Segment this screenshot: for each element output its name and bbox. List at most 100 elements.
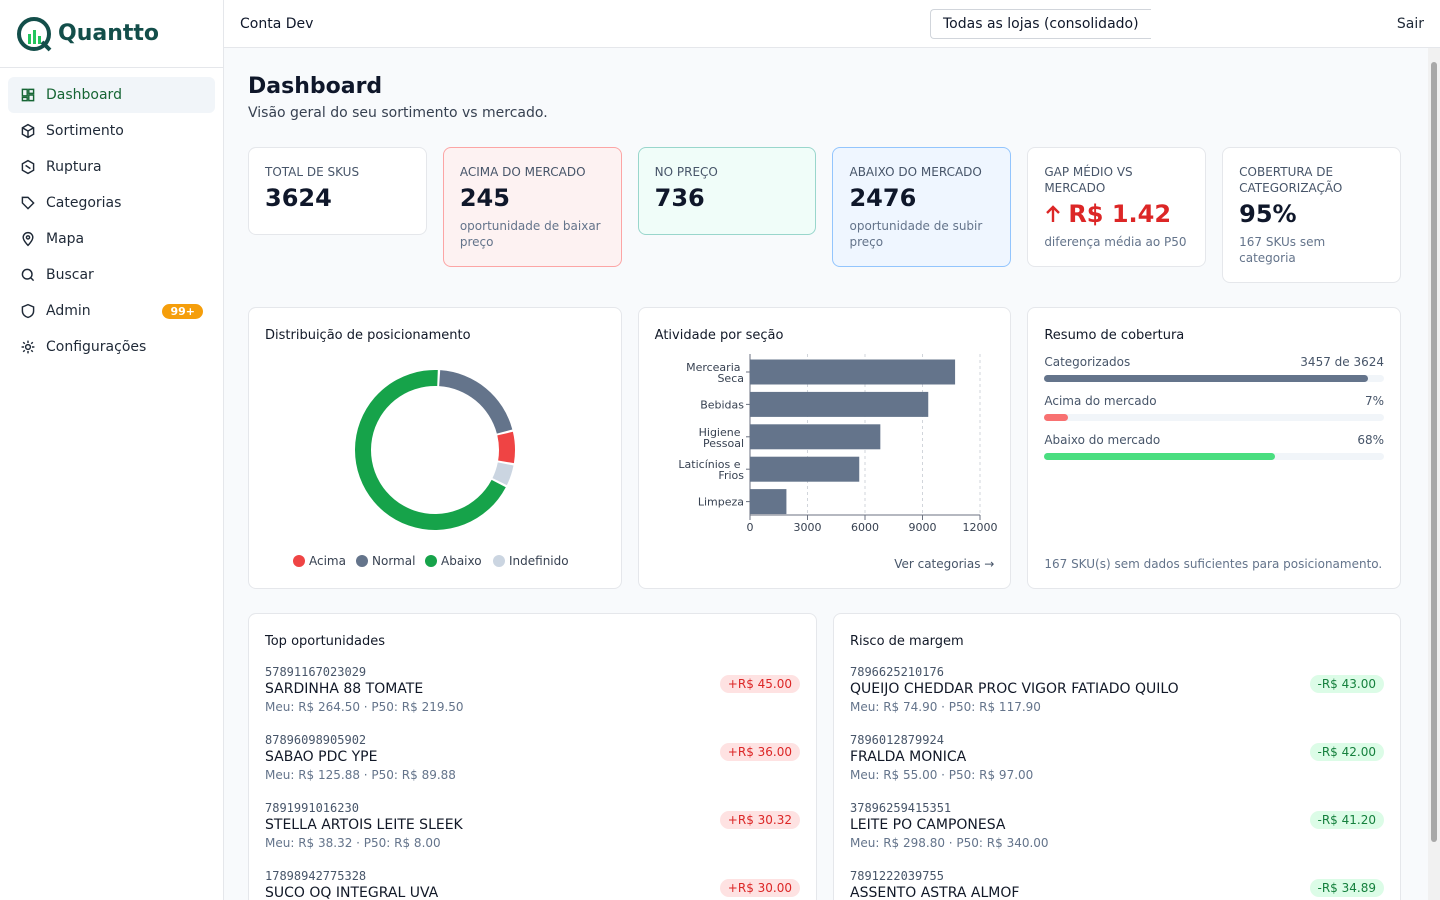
x-tick-label: 6000 bbox=[851, 521, 879, 534]
coverage-track bbox=[1044, 414, 1385, 421]
kpi-card: ACIMA DO MERCADO 245 oportunidade de baixa… bbox=[442, 147, 622, 267]
coverage-head: Abaixo do mercado 68% bbox=[1044, 433, 1384, 447]
y-tick-label: Higiene Pessoal bbox=[698, 426, 743, 450]
legend-swatch bbox=[493, 555, 505, 567]
kpi-number: 736 bbox=[654, 184, 705, 212]
y-tick-label: Laticínios e Frios bbox=[678, 458, 744, 482]
delta-badge: +R$ 36.00 bbox=[719, 743, 800, 761]
kpis: TOTAL DE SKUS 3624 ACIMA DO MERCADO 245 opor… bbox=[248, 147, 1401, 283]
link[interactable]: Ver categorias → bbox=[894, 557, 995, 571]
x-tick-label: 12000 bbox=[962, 521, 997, 534]
nav-label: Ruptura bbox=[46, 159, 102, 175]
coverage-row: Acima do mercado 7% bbox=[1044, 394, 1385, 421]
kpi-value: 2476 bbox=[849, 184, 994, 212]
kpi-note: oportunidade de subir preço bbox=[849, 219, 983, 249]
kpi-number: 95% bbox=[1239, 200, 1297, 228]
nav-badge: 99+ bbox=[162, 303, 203, 319]
kpi-number: 245 bbox=[459, 184, 510, 212]
coverage-label: Categorizados bbox=[1044, 355, 1131, 369]
nav-item[interactable]: Mapa bbox=[8, 221, 215, 257]
nav-item[interactable]: Dashboard bbox=[8, 77, 215, 113]
nav-label: Dashboard bbox=[46, 87, 122, 103]
list-item[interactable]: 57891167023029 SARDINHA 88 TOMATE Meu: R$ … bbox=[265, 665, 800, 717]
charts-row: Distribuição de posicionamento Acima Norm… bbox=[248, 307, 1402, 589]
kpi-label: TOTAL DE SKUS bbox=[265, 165, 360, 179]
coverage-track bbox=[1044, 453, 1385, 460]
nav-label: Configurações bbox=[46, 339, 147, 355]
kpi-note: 167 SKUs sem categoria bbox=[1239, 235, 1326, 265]
page-title: Dashboard bbox=[248, 74, 383, 99]
delta-badge: -R$ 42.00 bbox=[1309, 743, 1384, 761]
nav-icon bbox=[21, 196, 35, 210]
nav-label: Sortimento bbox=[46, 123, 124, 139]
topbar: Conta Dev Todas as lojas (consolidado) S… bbox=[224, 0, 1440, 48]
nav-icon bbox=[21, 88, 35, 102]
x-tick-label: 9000 bbox=[908, 521, 936, 534]
sku-name: SARDINHA 88 TOMATE bbox=[265, 681, 424, 697]
store-select[interactable]: Todas as lojas (consolidado) bbox=[930, 9, 1151, 39]
delta-badge: -R$ 43.00 bbox=[1309, 675, 1384, 693]
sku-name: ASSENTO ASTRA ALMOF bbox=[850, 885, 1020, 900]
coverage-head: Acima do mercado 7% bbox=[1044, 394, 1384, 408]
list-item[interactable]: 7891991016230 STELLA ARTOIS LEITE SLEEK Me… bbox=[265, 801, 800, 853]
kpi-note: oportunidade de baixar preço bbox=[459, 219, 601, 249]
coverage-label: Abaixo do mercado bbox=[1044, 433, 1161, 447]
coverage-value: 7% bbox=[1364, 394, 1385, 408]
brand: Quantto bbox=[58, 21, 160, 46]
scroll-thumb[interactable] bbox=[1431, 62, 1437, 842]
nav-item[interactable]: Sortimento bbox=[8, 113, 215, 149]
coverage-row: Categorizados 3457 de 3624 bbox=[1044, 355, 1385, 382]
coverage-label: Acima do mercado bbox=[1044, 394, 1157, 408]
list-item[interactable]: 87896098905902 SABAO PDC YPE Meu: R$ 125.8… bbox=[265, 733, 800, 785]
sidebar: Quantto Dashboard Sortimento Ruptura Catego… bbox=[0, 0, 224, 900]
list-item[interactable]: 37896259415351 LEITE PO CAMPONESA Meu: R$ … bbox=[850, 801, 1384, 853]
coverage-head: Categorizados 3457 de 3624 bbox=[1044, 355, 1384, 369]
sku-name: SUCO OQ INTEGRAL UVA bbox=[265, 885, 439, 900]
x-tick-label: 3000 bbox=[793, 521, 821, 534]
icon-path bbox=[21, 88, 35, 102]
sku-code: 7891991016230 bbox=[265, 801, 359, 815]
account: Conta Dev bbox=[240, 15, 314, 32]
nav-item[interactable]: Ruptura bbox=[8, 149, 215, 185]
kpi-value: 3624 bbox=[265, 184, 410, 212]
nav-item[interactable]: Configurações bbox=[8, 329, 215, 365]
list-item[interactable]: 17898942775328 SUCO OQ INTEGRAL UVA +R$ 30… bbox=[265, 869, 800, 900]
coverage-note: 167 SKU(s) sem dados suficientes para po… bbox=[1044, 557, 1383, 571]
sku-code: 17898942775328 bbox=[265, 869, 367, 883]
nav-icon bbox=[21, 123, 35, 139]
logout[interactable]: Sair bbox=[1396, 15, 1424, 32]
list-card: Top oportunidades 57891167023029 SARDINHA … bbox=[248, 613, 817, 900]
list-item[interactable]: 7891222039755 ASSENTO ASTRA ALMOF -R$ 34.8… bbox=[850, 869, 1384, 900]
list-item[interactable]: 7896625210176 QUEIJO CHEDDAR PROC VIGOR F… bbox=[850, 665, 1384, 717]
kpi-card: ABAIXO DO MERCADO 2476 oportunidade de sub… bbox=[832, 147, 1012, 267]
kpi-card: TOTAL DE SKUS 3624 bbox=[248, 147, 427, 235]
sku-code: 7896012879924 bbox=[850, 733, 944, 747]
coverage-track bbox=[1044, 375, 1385, 382]
sku-meta: Meu: R$ 264.50 · P50: R$ 219.50 bbox=[265, 700, 464, 714]
sku-code: 7891222039755 bbox=[850, 869, 944, 883]
delta-badge: -R$ 41.20 bbox=[1309, 811, 1384, 829]
legend-swatch bbox=[356, 555, 368, 567]
nav-label: Admin bbox=[46, 303, 91, 319]
sku-name: LEITE PO CAMPONESA bbox=[850, 817, 1006, 833]
sku-code: 7896625210176 bbox=[850, 665, 944, 679]
arrow-up bbox=[1046, 205, 1061, 222]
nav-item[interactable]: Buscar bbox=[8, 257, 215, 293]
nav-icon bbox=[21, 303, 35, 319]
list-item[interactable]: 7896012879924 FRALDA MONICA Meu: R$ 55.00 … bbox=[850, 733, 1384, 785]
nav-icon bbox=[21, 159, 35, 175]
logo[interactable]: Quantto bbox=[0, 0, 223, 68]
delta-badge: +R$ 45.00 bbox=[719, 675, 800, 693]
nav-icon bbox=[22, 231, 34, 247]
donut-slice bbox=[492, 462, 514, 486]
kpi-label: ACIMA DO MERCADO bbox=[459, 165, 586, 179]
nav-item[interactable]: Admin 99+ bbox=[8, 293, 215, 329]
y-tick-label: Mercearia Seca bbox=[686, 361, 744, 385]
legend-label: Indefinido bbox=[509, 554, 569, 568]
nav-item[interactable]: Categorias bbox=[8, 185, 215, 221]
sku-meta: Meu: R$ 55.00 · P50: R$ 97.00 bbox=[850, 768, 1034, 782]
kpi-label: NO PREÇO bbox=[654, 165, 718, 179]
icon-path bbox=[22, 231, 34, 247]
kpi-number: 2476 bbox=[849, 184, 917, 212]
